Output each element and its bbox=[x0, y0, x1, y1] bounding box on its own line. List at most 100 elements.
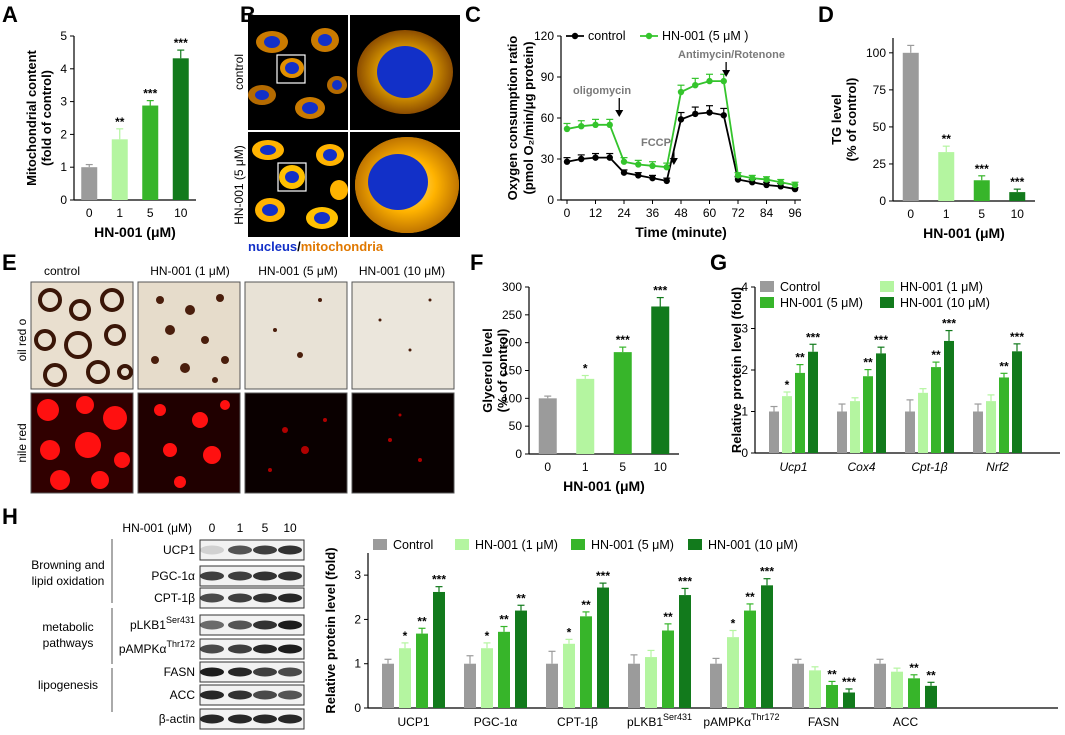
bar bbox=[973, 411, 983, 453]
bar bbox=[931, 367, 941, 453]
blot-band bbox=[253, 714, 277, 724]
x-tick-label: 5 bbox=[619, 460, 626, 474]
bar bbox=[576, 378, 595, 454]
significance-stars: *** bbox=[1010, 330, 1024, 344]
bar bbox=[944, 340, 954, 453]
stain-col-control: control bbox=[44, 264, 80, 278]
y-tick-label: 5 bbox=[60, 29, 67, 43]
bar bbox=[782, 396, 792, 453]
significance-stars: *** bbox=[174, 36, 188, 50]
blot-band bbox=[200, 644, 224, 654]
legend-label: HN-001 (1 μM) bbox=[475, 538, 558, 552]
blot-band bbox=[200, 620, 224, 630]
blot-band bbox=[228, 620, 252, 630]
x-tick-label-main: CPT-1β bbox=[557, 715, 598, 729]
y-tick-label: 250 bbox=[502, 308, 522, 322]
legend-label: HN-001 (5 μM) bbox=[591, 538, 674, 552]
data-point bbox=[649, 162, 656, 170]
x-tick-label-main: Ucp1 bbox=[779, 460, 807, 474]
blot-header: HN-001 (μM) bbox=[122, 521, 192, 535]
micro-caption: nucleus/mitochondria bbox=[248, 239, 384, 254]
data-point bbox=[620, 158, 628, 165]
blot-protein-superscript: Thr172 bbox=[166, 639, 195, 649]
data-point bbox=[763, 181, 770, 189]
x-tick-label-main: pLKB1 bbox=[627, 715, 663, 729]
data-point bbox=[749, 174, 756, 182]
significance-stars: *** bbox=[432, 573, 446, 587]
blot-protein-label: β-actin bbox=[159, 712, 195, 726]
significance-stars: *** bbox=[975, 162, 989, 176]
data-point bbox=[692, 82, 699, 89]
panel-letter-h: H bbox=[2, 504, 18, 529]
bar bbox=[498, 631, 510, 708]
caption-nucleus: nucleus bbox=[248, 239, 297, 254]
legend-label: HN-001 (10 μM) bbox=[900, 296, 990, 310]
bar bbox=[111, 139, 128, 200]
x-tick-label: 0 bbox=[907, 207, 914, 221]
bar bbox=[986, 401, 996, 453]
y-tick-label: 0 bbox=[879, 194, 886, 208]
bar bbox=[874, 663, 886, 708]
significance-stars: ** bbox=[516, 591, 526, 605]
y-tick-label: 30 bbox=[541, 152, 555, 166]
data-point bbox=[578, 155, 585, 163]
blot-band bbox=[200, 667, 224, 677]
panel-letter-d: D bbox=[818, 2, 834, 27]
data-point bbox=[563, 158, 571, 165]
y-tick-label: 120 bbox=[534, 29, 554, 43]
blot-group-1-line1: Browning and bbox=[31, 558, 104, 572]
y-axis-title-line: Mitochondrial content bbox=[24, 49, 39, 185]
bar bbox=[399, 648, 411, 708]
bar bbox=[938, 152, 955, 201]
blot-protein-name: PGC-1α bbox=[151, 569, 195, 583]
blot-band bbox=[278, 690, 302, 700]
annotation-arrowhead bbox=[615, 110, 624, 117]
blot-band bbox=[278, 714, 302, 724]
bar bbox=[563, 643, 575, 708]
bar bbox=[792, 663, 804, 708]
blot-band bbox=[200, 690, 224, 700]
bar bbox=[837, 411, 847, 453]
bar bbox=[679, 595, 691, 708]
x-tick-label-main: Cox4 bbox=[847, 460, 875, 474]
bar bbox=[1012, 351, 1022, 453]
data-point bbox=[791, 181, 799, 189]
legend-swatch bbox=[760, 297, 774, 308]
y-axis-title: Relative protein level (fold) bbox=[729, 287, 744, 453]
bar bbox=[172, 58, 189, 200]
data-point bbox=[592, 121, 599, 129]
blot-band bbox=[228, 714, 252, 724]
y-tick-label: 300 bbox=[502, 280, 522, 294]
y-axis-title: Relative protein level (fold) bbox=[323, 547, 338, 713]
y-tick-label: 1 bbox=[354, 657, 361, 671]
bar bbox=[515, 610, 527, 708]
significance-stars: *** bbox=[942, 317, 956, 331]
legend-label: Control bbox=[393, 538, 433, 552]
significance-stars: *** bbox=[1010, 175, 1024, 189]
significance-stars: ** bbox=[417, 614, 427, 628]
bar bbox=[918, 392, 928, 453]
y-tick-label: 3 bbox=[354, 568, 361, 582]
legend-label: HN-001 (5 μM) bbox=[780, 296, 863, 310]
bar bbox=[891, 671, 903, 708]
y-axis-title: Oxygen consumption ratio(pmol O₂/min/μg … bbox=[505, 36, 536, 201]
panel-letter-g: G bbox=[710, 250, 727, 275]
y-axis-title: Mitochondrial content(fold of control) bbox=[24, 49, 54, 185]
x-tick-label: 24 bbox=[617, 206, 631, 220]
blot-group-1-line2: lipid oxidation bbox=[32, 574, 105, 588]
x-tick-label: 10 bbox=[174, 206, 188, 220]
y-tick-label: 100 bbox=[866, 46, 886, 60]
blot-protein-label: PGC-1α bbox=[151, 569, 195, 583]
significance-stars: ** bbox=[942, 132, 952, 146]
y-tick-label: 1 bbox=[741, 405, 748, 419]
significance-stars: * bbox=[785, 378, 790, 392]
y-tick-label: 4 bbox=[741, 280, 748, 294]
blot-band bbox=[253, 620, 277, 630]
y-tick-label: 4 bbox=[60, 62, 67, 76]
x-axis-title: HN-001 (μM) bbox=[563, 478, 645, 494]
data-point bbox=[663, 164, 670, 171]
bar bbox=[645, 657, 657, 708]
blot-band bbox=[228, 690, 252, 700]
significance-stars: ** bbox=[909, 661, 919, 675]
